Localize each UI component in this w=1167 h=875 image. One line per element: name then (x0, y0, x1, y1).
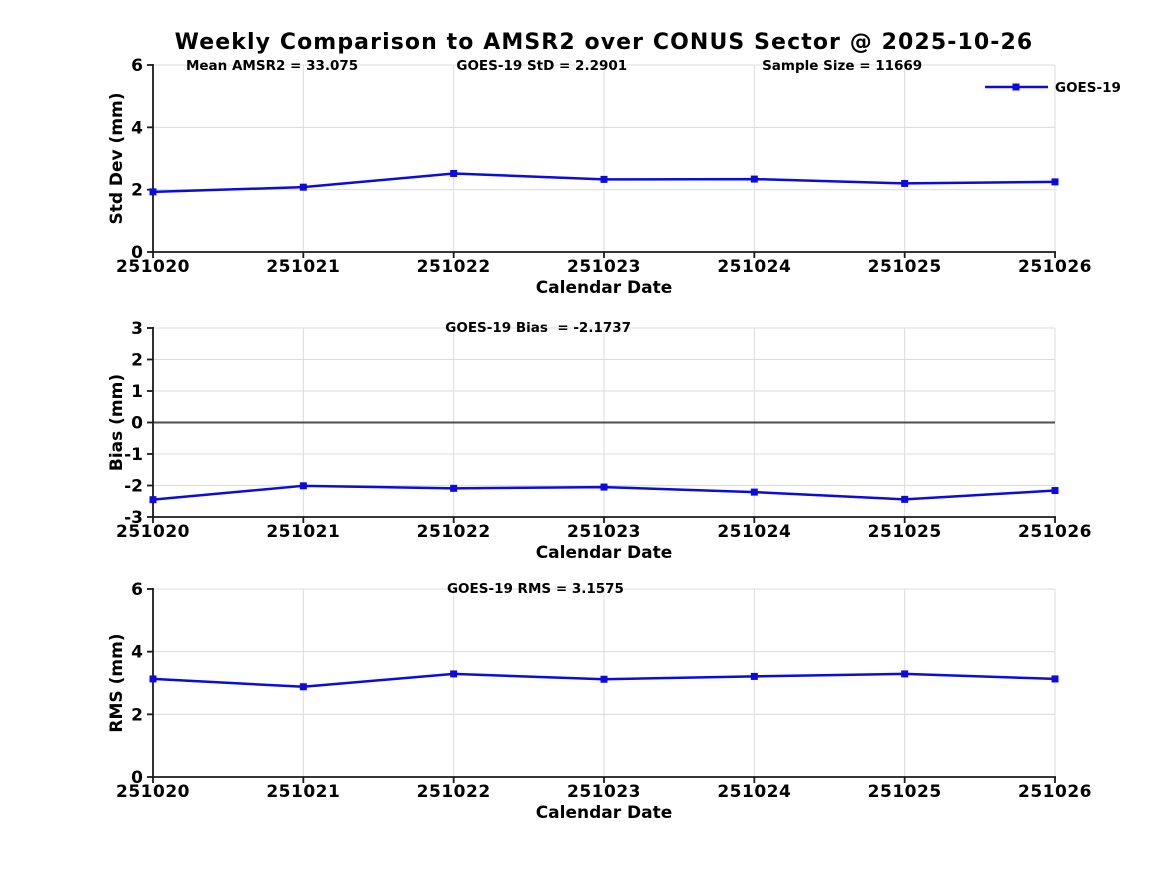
legend-label: GOES-19 (1055, 80, 1121, 96)
data-point-marker (901, 495, 909, 503)
data-point-marker (1051, 675, 1059, 683)
x-tick-label: 251021 (266, 257, 340, 277)
chart-std-dev: 0 2 4 6 251020 251021 251022 251023 251024 251025… (107, 56, 1121, 298)
y-axis-label: RMS (mm) (107, 633, 127, 732)
y-tick-label: 2 (131, 705, 143, 725)
x-tick-label: 251020 (116, 257, 190, 277)
legend: GOES-19 (985, 80, 1121, 96)
x-tick-label: 251023 (567, 257, 641, 277)
data-point-marker (750, 672, 758, 680)
x-tick-label: 251024 (717, 522, 791, 542)
y-tick-label: 4 (131, 118, 143, 138)
data-point-marker (901, 670, 909, 678)
data-point-marker (1051, 487, 1059, 495)
x-tick-label: 251021 (266, 522, 340, 542)
data-point-marker (450, 169, 458, 177)
legend-marker (1012, 83, 1020, 91)
data-point-marker (600, 675, 608, 683)
x-tick-label: 251022 (417, 257, 491, 277)
y-tick-label: -3 (124, 508, 143, 528)
x-tick-label: 251020 (116, 782, 190, 802)
x-tick-label: 251023 (567, 782, 641, 802)
y-tick-label: -1 (124, 445, 143, 465)
data-point-marker (149, 188, 157, 196)
x-tick-label: 251021 (266, 782, 340, 802)
y-tick-label: 2 (131, 181, 143, 201)
y-tick-label: 0 (131, 768, 143, 788)
x-tick-label: 251020 (116, 522, 190, 542)
y-tick-label: 1 (131, 382, 143, 402)
x-tick-label: 251025 (868, 522, 942, 542)
x-tick-label: 251026 (1018, 782, 1092, 802)
data-point-marker (600, 483, 608, 491)
y-tick-label: 4 (131, 643, 143, 663)
y-tick-label: 6 (131, 580, 143, 600)
x-tick-label: 251025 (868, 257, 942, 277)
y-tick-label: -2 (124, 477, 143, 497)
x-tick-label: 251024 (717, 782, 791, 802)
figure-title: Weekly Comparison to AMSR2 over CONUS Se… (174, 30, 1034, 55)
x-tick-label: 251022 (417, 782, 491, 802)
data-point-marker (450, 670, 458, 678)
data-point-marker (600, 175, 608, 183)
y-tick-label: 0 (131, 243, 143, 263)
stat-annotation: GOES-19 RMS = 3.1575 (447, 581, 624, 597)
x-tick-label: 251023 (567, 522, 641, 542)
data-point-marker (901, 179, 909, 187)
stat-annotation: GOES-19 Bias = -2.1737 (445, 320, 631, 336)
x-tick-label: 251024 (717, 257, 791, 277)
x-tick-label: 251025 (868, 782, 942, 802)
x-axis-label: Calendar Date (536, 278, 673, 298)
y-tick-label: 6 (131, 56, 143, 76)
x-tick-label: 251022 (417, 522, 491, 542)
chart-bias: -3 -2 -1 0 1 2 3 251020 251021 251022 251023 251024… (107, 319, 1092, 563)
data-point-marker (450, 484, 458, 492)
data-point-marker (299, 683, 307, 691)
y-axis-label: Bias (mm) (107, 374, 127, 471)
y-tick-label: 2 (131, 351, 143, 371)
y-axis-label: Std Dev (mm) (107, 92, 127, 224)
y-tick-label: 0 (131, 414, 143, 434)
data-point-marker (750, 488, 758, 496)
data-point-marker (299, 482, 307, 490)
y-tick-label: 3 (131, 319, 143, 339)
stat-annotation: Sample Size = 11669 (762, 58, 922, 74)
data-point-marker (149, 675, 157, 683)
x-tick-label: 251026 (1018, 257, 1092, 277)
x-axis-label: Calendar Date (536, 543, 673, 563)
x-tick-label: 251026 (1018, 522, 1092, 542)
data-point-marker (149, 496, 157, 504)
stat-annotation: Mean AMSR2 = 33.075 (186, 58, 358, 74)
data-point-marker (750, 175, 758, 183)
data-point-marker (1051, 178, 1059, 186)
stat-annotation: GOES-19 StD = 2.2901 (456, 58, 627, 74)
chart-rms: 0 2 4 6 251020 251021 251022 251023 251024 251025… (107, 580, 1092, 823)
x-axis-label: Calendar Date (536, 803, 673, 823)
data-point-marker (299, 183, 307, 191)
